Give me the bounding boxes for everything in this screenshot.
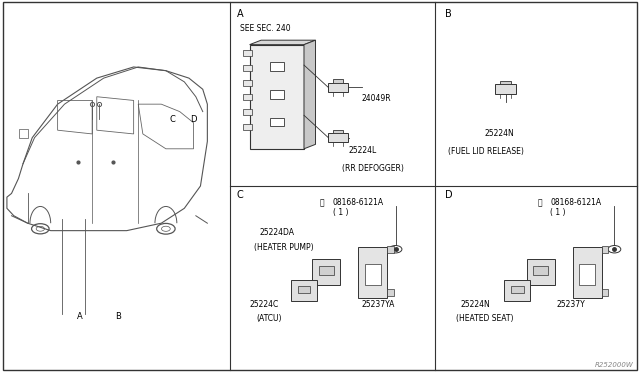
Bar bbox=[328, 83, 348, 92]
Bar bbox=[358, 247, 387, 298]
Bar bbox=[291, 280, 317, 301]
Bar bbox=[270, 118, 284, 126]
Text: B: B bbox=[115, 312, 122, 321]
Text: (FUEL LID RELEASE): (FUEL LID RELEASE) bbox=[449, 147, 524, 156]
Text: 25224N: 25224N bbox=[461, 300, 490, 309]
Bar bbox=[387, 289, 394, 296]
Bar bbox=[579, 264, 595, 285]
Text: 25237Y: 25237Y bbox=[557, 300, 586, 309]
Text: (RR DEFOGGER): (RR DEFOGGER) bbox=[342, 164, 404, 173]
Text: R252000W: R252000W bbox=[595, 362, 634, 368]
Bar bbox=[243, 65, 252, 71]
Text: 08168-6121A: 08168-6121A bbox=[333, 198, 384, 207]
Polygon shape bbox=[304, 40, 316, 149]
Bar bbox=[495, 84, 516, 94]
Bar bbox=[333, 79, 343, 83]
Text: B: B bbox=[445, 9, 452, 19]
Bar bbox=[250, 45, 304, 149]
Text: ( 1 ): ( 1 ) bbox=[333, 208, 348, 217]
Text: (HEATER PUMP): (HEATER PUMP) bbox=[254, 243, 314, 251]
Text: SEE SEC. 240: SEE SEC. 240 bbox=[240, 24, 291, 33]
Text: C: C bbox=[237, 190, 244, 200]
Text: 25224C: 25224C bbox=[250, 300, 279, 309]
Text: Ⓢ: Ⓢ bbox=[320, 198, 324, 207]
Text: 25224DA: 25224DA bbox=[259, 228, 294, 237]
Text: D: D bbox=[445, 190, 452, 200]
Bar bbox=[328, 133, 348, 142]
Text: (ATCU): (ATCU) bbox=[256, 314, 282, 323]
Text: 25224N: 25224N bbox=[484, 129, 514, 138]
Text: D: D bbox=[190, 115, 196, 124]
Bar bbox=[243, 50, 252, 56]
Bar bbox=[243, 80, 252, 86]
Bar bbox=[533, 266, 548, 275]
Text: 24049R: 24049R bbox=[362, 94, 391, 103]
Bar bbox=[270, 90, 284, 99]
Text: ( 1 ): ( 1 ) bbox=[550, 208, 566, 217]
Bar bbox=[511, 286, 524, 293]
Text: A: A bbox=[237, 9, 243, 19]
Bar bbox=[602, 246, 608, 253]
Bar bbox=[298, 286, 310, 293]
Bar bbox=[243, 124, 252, 130]
Bar bbox=[312, 259, 340, 285]
Text: 25237YA: 25237YA bbox=[362, 300, 395, 309]
Bar bbox=[504, 280, 530, 301]
Bar bbox=[573, 247, 602, 298]
Bar bbox=[270, 62, 284, 71]
Text: Ⓢ: Ⓢ bbox=[538, 198, 542, 207]
Bar bbox=[333, 129, 343, 133]
Bar bbox=[319, 266, 334, 275]
Text: (HEATED SEAT): (HEATED SEAT) bbox=[456, 314, 513, 323]
Text: A: A bbox=[77, 312, 83, 321]
Bar bbox=[365, 264, 381, 285]
Bar bbox=[19, 129, 28, 138]
Text: 08168-6121A: 08168-6121A bbox=[550, 198, 602, 207]
Bar bbox=[243, 109, 252, 115]
Bar bbox=[602, 289, 608, 296]
Text: 25224L: 25224L bbox=[349, 146, 377, 155]
Bar bbox=[387, 246, 394, 253]
Text: C: C bbox=[170, 115, 176, 124]
Bar bbox=[527, 259, 555, 285]
Bar bbox=[243, 94, 252, 100]
Polygon shape bbox=[250, 40, 316, 45]
Bar bbox=[500, 81, 511, 84]
